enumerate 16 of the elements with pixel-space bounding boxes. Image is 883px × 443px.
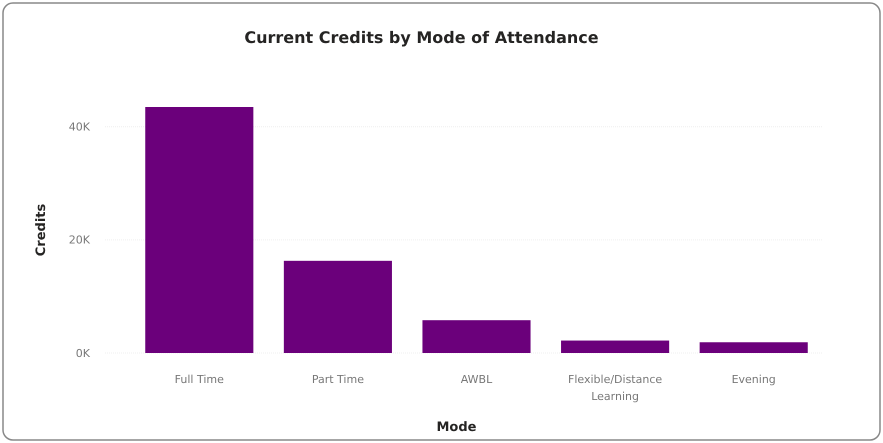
bar bbox=[145, 107, 254, 353]
bar bbox=[561, 340, 670, 353]
x-tick-label: Part Time bbox=[312, 373, 364, 386]
y-tick-label: 40K bbox=[68, 120, 91, 134]
x-axis-title: Mode bbox=[436, 420, 477, 435]
y-tick-label: 20K bbox=[68, 234, 91, 247]
x-tick-label: Flexible/Distance Learning bbox=[568, 373, 662, 403]
bar bbox=[700, 342, 808, 353]
bar bbox=[422, 320, 531, 353]
y-axis-title: Credits bbox=[34, 204, 49, 256]
chart-title: Current Credits by Mode of Attendance bbox=[244, 28, 599, 47]
x-tick-label: AWBL bbox=[460, 373, 494, 386]
bar bbox=[284, 260, 392, 353]
y-tick-label: 0K bbox=[76, 346, 91, 360]
x-tick-label: Full Time bbox=[174, 373, 224, 386]
x-tick-label: Evening bbox=[732, 373, 776, 386]
